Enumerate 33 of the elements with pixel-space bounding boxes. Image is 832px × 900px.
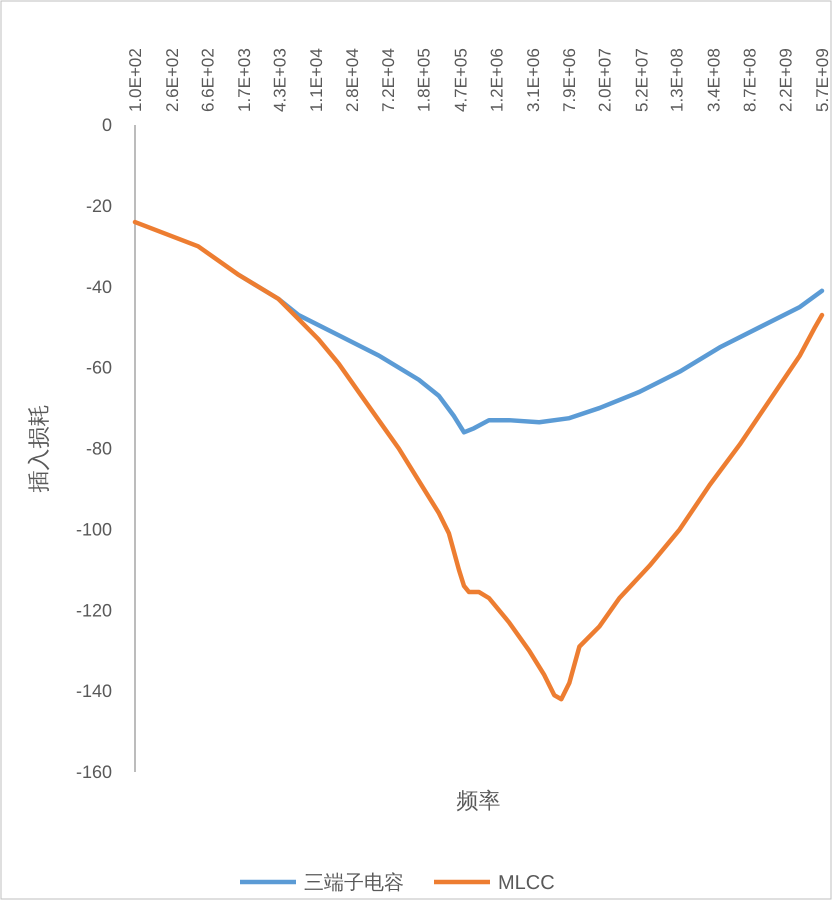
x-tick-label: 1.3E+08 [668, 48, 687, 112]
x-tick-label: 2.2E+09 [776, 48, 796, 112]
y-tick-label: -160 [76, 762, 112, 782]
x-tick-label: 1.1E+04 [306, 48, 326, 112]
x-tick-label: 4.3E+03 [270, 48, 290, 112]
x-tick-label: 1.0E+02 [126, 48, 145, 112]
x-tick-label: 8.7E+08 [740, 48, 760, 112]
y-tick-label: -100 [76, 519, 112, 540]
legend-label: MLCC [498, 872, 555, 894]
x-tick-label: 5.2E+07 [632, 48, 652, 112]
y-tick-label: -140 [76, 681, 112, 702]
legend-label: 三端子电容 [304, 872, 404, 894]
x-tick-label: 1.8E+05 [414, 48, 434, 112]
x-tick-label: 3.1E+06 [524, 48, 543, 112]
x-tick-label: 1.7E+03 [234, 48, 254, 112]
y-tick-label: -60 [86, 358, 112, 378]
x-tick-label: 5.7E+09 [813, 48, 832, 112]
y-tick-label: -40 [86, 276, 112, 297]
y-tick-label: -120 [76, 600, 112, 620]
y-tick-label: -80 [86, 438, 112, 458]
x-tick-label: 4.7E+05 [451, 48, 470, 112]
x-tick-label: 6.6E+02 [198, 48, 218, 112]
x-tick-label: 1.2E+06 [487, 48, 506, 112]
x-tick-label: 2.0E+07 [596, 48, 615, 112]
y-axis-title: 插入损耗 [26, 404, 51, 492]
x-tick-label: 7.2E+04 [379, 48, 398, 112]
x-tick-label: 3.4E+08 [704, 48, 724, 112]
y-tick-label: 0 [102, 115, 112, 135]
x-axis-title: 频率 [456, 788, 500, 813]
x-tick-label: 7.9E+06 [560, 48, 579, 112]
x-tick-label: 2.8E+04 [342, 48, 362, 112]
x-tick-label: 2.6E+02 [162, 48, 182, 112]
y-tick-label: -20 [86, 196, 112, 216]
